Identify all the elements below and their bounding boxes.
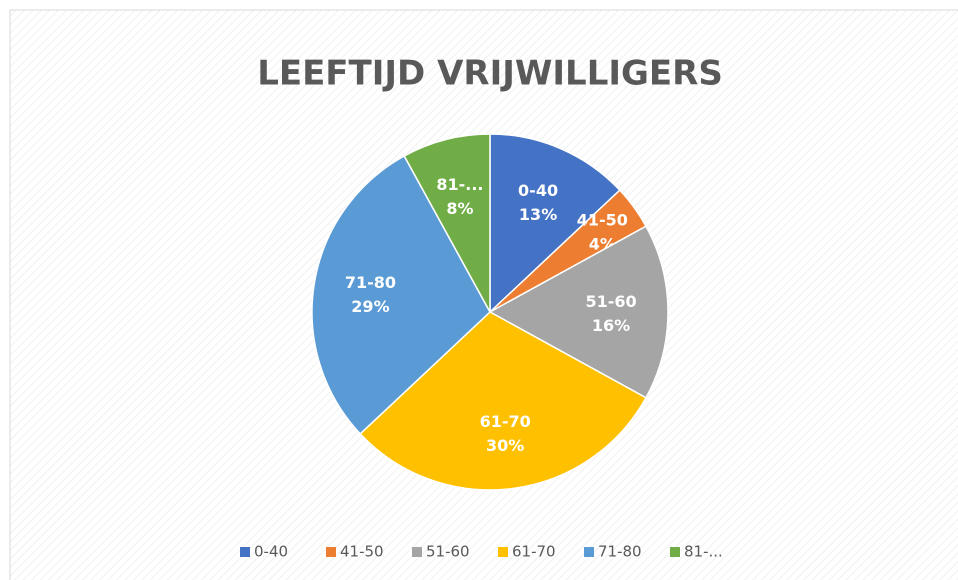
data-label: 51-60 16% — [585, 292, 636, 335]
pie-slice — [488, 225, 669, 399]
legend-label: 81-... — [684, 543, 723, 561]
data-label-category: 61-70 — [480, 412, 531, 431]
legend-swatch — [412, 547, 422, 557]
data-label-category: 0-40 — [518, 180, 558, 199]
data-label-category: 51-60 — [585, 292, 636, 311]
data-label-value: 13% — [519, 204, 557, 223]
data-label: 61-70 30% — [480, 412, 531, 455]
legend-swatch — [326, 547, 336, 557]
pie-slice — [359, 311, 648, 491]
data-label-value: 16% — [592, 316, 630, 335]
legend-label: 41-50 — [340, 543, 384, 561]
data-label: 71-80 29% — [345, 273, 396, 316]
chart-title: LEEFTIJD VRIJWILLIGERS — [257, 54, 723, 94]
data-label-category: 71-80 — [345, 273, 396, 292]
legend-label: 61-70 — [512, 543, 556, 561]
legend-swatch — [240, 547, 250, 557]
data-label: 0-40 13% — [518, 180, 558, 223]
legend-swatch — [670, 547, 680, 557]
data-label: 81-... 8% — [436, 174, 483, 217]
pie-slice — [311, 154, 491, 435]
data-label-value: 8% — [446, 198, 473, 217]
legend-label: 0-40 — [254, 543, 288, 561]
pie-slice — [489, 133, 621, 314]
legend-swatch — [584, 547, 594, 557]
legend-label: 51-60 — [426, 543, 470, 561]
data-label-value: 30% — [486, 436, 524, 455]
data-label-category: 41-50 — [577, 210, 628, 229]
data-label-value: 29% — [351, 297, 389, 316]
pie-slice — [403, 133, 491, 313]
legend-label: 71-80 — [598, 543, 642, 561]
legend-swatch — [498, 547, 508, 557]
data-label-category: 81-... — [436, 174, 483, 193]
